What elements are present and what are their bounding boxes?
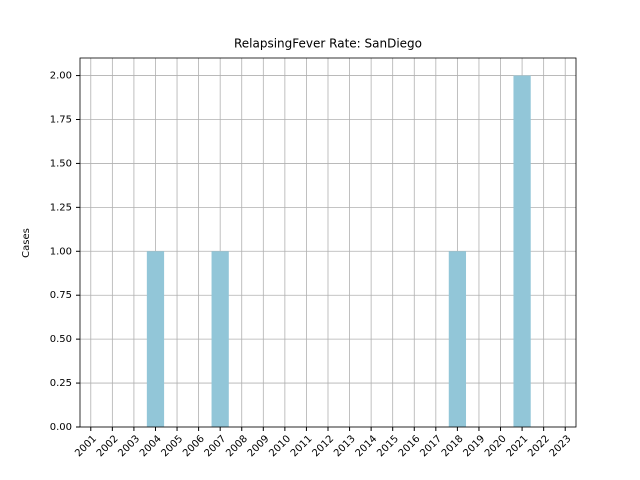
chart-title: RelapsingFever Rate: SanDiego (234, 37, 422, 51)
y-tick-label: 2.00 (50, 71, 72, 82)
x-tick-label: 2022 (526, 433, 552, 459)
bar (513, 75, 531, 428)
y-tick-label: 1.25 (50, 202, 72, 213)
y-tick-label: 0.00 (50, 422, 72, 433)
x-tick-label: 2009 (246, 433, 272, 459)
x-tick-label: 2005 (160, 433, 186, 459)
x-tick-label: 2012 (310, 433, 336, 459)
x-tick-label: 2020 (483, 433, 509, 459)
y-tick-label: 0.25 (50, 378, 72, 389)
x-tick-label: 2023 (548, 433, 574, 459)
x-tick-label: 2011 (289, 433, 315, 459)
x-tick-label: 2002 (95, 433, 121, 459)
x-tick-label: 2006 (181, 433, 207, 459)
bar (211, 251, 229, 427)
x-tick-label: 2004 (138, 433, 164, 459)
y-tick-label: 1.50 (50, 158, 72, 169)
x-tick-label: 2007 (203, 433, 229, 459)
x-tick-label: 2013 (332, 433, 358, 459)
x-tick-label: 2018 (440, 433, 466, 459)
x-tick-label: 2010 (267, 433, 293, 459)
x-tick-label: 2014 (354, 433, 380, 459)
plot-frame (79, 57, 577, 428)
y-axis-label: Cases (21, 228, 32, 258)
y-tick-label: 0.50 (50, 334, 72, 345)
x-tick-label: 2003 (116, 433, 142, 459)
x-tick-label: 2015 (375, 433, 401, 459)
x-tick-label: 2019 (461, 433, 487, 459)
x-tick-label: 2017 (418, 433, 444, 459)
x-tick-label: 2008 (224, 433, 250, 459)
bar (448, 251, 467, 427)
y-tick-label: 1.75 (50, 115, 72, 126)
bar (146, 251, 165, 427)
y-tick-label: 1.00 (50, 246, 72, 257)
y-tick-label: 0.75 (50, 290, 72, 301)
x-tick-label: 2021 (505, 433, 531, 459)
x-tick-label: 2016 (397, 433, 423, 459)
x-tick-label: 2001 (73, 433, 99, 459)
